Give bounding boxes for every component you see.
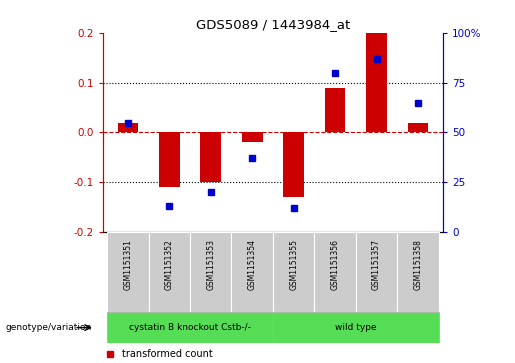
Bar: [107, 232, 149, 312]
Text: GSM1151354: GSM1151354: [248, 239, 256, 290]
Bar: [366, 33, 387, 132]
Bar: [273, 232, 314, 312]
Bar: [325, 87, 346, 132]
Text: cystatin B knockout Cstb-/-: cystatin B knockout Cstb-/-: [129, 323, 251, 332]
Bar: [314, 232, 356, 312]
Text: GSM1151352: GSM1151352: [165, 239, 174, 290]
Text: transformed count: transformed count: [122, 349, 213, 359]
Bar: [190, 232, 232, 312]
Text: GSM1151353: GSM1151353: [207, 239, 215, 290]
Text: genotype/variation: genotype/variation: [5, 323, 91, 332]
Bar: [200, 132, 221, 182]
Text: GSM1151356: GSM1151356: [331, 239, 339, 290]
Text: wild type: wild type: [335, 323, 376, 332]
Bar: [149, 232, 190, 312]
Bar: [283, 132, 304, 197]
Bar: [356, 232, 397, 312]
Text: GSM1151351: GSM1151351: [124, 239, 132, 290]
Bar: [408, 123, 428, 132]
Bar: [242, 132, 263, 142]
Bar: [232, 232, 273, 312]
Bar: [397, 232, 439, 312]
Bar: [107, 312, 273, 343]
Bar: [273, 312, 439, 343]
Text: GSM1151355: GSM1151355: [289, 239, 298, 290]
Bar: [117, 123, 138, 132]
Text: GSM1151358: GSM1151358: [414, 239, 422, 290]
Title: GDS5089 / 1443984_at: GDS5089 / 1443984_at: [196, 19, 350, 32]
Text: GSM1151357: GSM1151357: [372, 239, 381, 290]
Bar: [159, 132, 180, 187]
